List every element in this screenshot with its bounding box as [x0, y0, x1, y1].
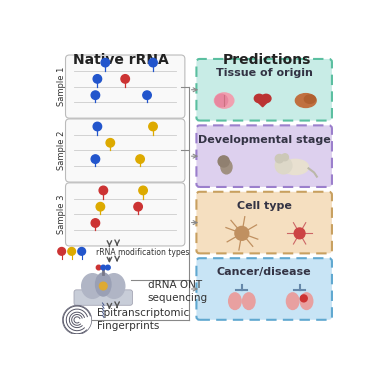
- Circle shape: [101, 58, 109, 67]
- Text: dRNA ONT
sequencing: dRNA ONT sequencing: [148, 280, 208, 303]
- Text: Sample 2: Sample 2: [57, 131, 66, 170]
- Circle shape: [282, 154, 288, 161]
- Circle shape: [300, 295, 307, 302]
- FancyBboxPatch shape: [196, 192, 332, 254]
- Text: Epitranscriptomic
Fingerprints: Epitranscriptomic Fingerprints: [97, 308, 189, 332]
- Circle shape: [294, 228, 305, 239]
- FancyBboxPatch shape: [196, 59, 332, 120]
- Ellipse shape: [282, 159, 309, 175]
- Circle shape: [106, 138, 114, 147]
- Ellipse shape: [261, 94, 271, 103]
- Text: Sample 3: Sample 3: [57, 195, 66, 234]
- Circle shape: [149, 122, 157, 131]
- FancyBboxPatch shape: [66, 183, 185, 246]
- Circle shape: [275, 157, 292, 174]
- Ellipse shape: [243, 293, 255, 309]
- Ellipse shape: [96, 273, 111, 296]
- Circle shape: [58, 248, 66, 255]
- Ellipse shape: [82, 274, 103, 298]
- Circle shape: [96, 202, 105, 211]
- Ellipse shape: [300, 293, 313, 309]
- Ellipse shape: [229, 293, 241, 309]
- Ellipse shape: [304, 95, 315, 103]
- FancyBboxPatch shape: [74, 290, 132, 305]
- Circle shape: [139, 186, 147, 195]
- Circle shape: [121, 75, 129, 83]
- Circle shape: [68, 248, 75, 255]
- Circle shape: [143, 91, 151, 99]
- FancyBboxPatch shape: [66, 119, 185, 182]
- Text: Predictions: Predictions: [223, 53, 312, 67]
- Circle shape: [106, 265, 110, 270]
- Circle shape: [101, 265, 106, 270]
- Circle shape: [218, 156, 229, 167]
- Circle shape: [136, 155, 144, 164]
- Ellipse shape: [296, 94, 316, 108]
- Ellipse shape: [254, 94, 264, 103]
- Text: Cancer/disease: Cancer/disease: [217, 267, 312, 278]
- Circle shape: [93, 122, 102, 131]
- Text: Cell type: Cell type: [237, 201, 292, 211]
- Circle shape: [91, 91, 100, 99]
- Circle shape: [91, 155, 100, 164]
- Circle shape: [78, 248, 86, 255]
- FancyBboxPatch shape: [66, 55, 185, 118]
- Ellipse shape: [221, 160, 232, 174]
- Ellipse shape: [214, 93, 234, 108]
- Text: Sample 1: Sample 1: [57, 67, 66, 106]
- FancyBboxPatch shape: [196, 125, 332, 187]
- Circle shape: [235, 226, 249, 240]
- Circle shape: [99, 282, 107, 290]
- Circle shape: [93, 75, 102, 83]
- FancyBboxPatch shape: [196, 258, 332, 320]
- Circle shape: [96, 265, 101, 270]
- Text: Native rRNA: Native rRNA: [73, 53, 169, 67]
- Circle shape: [275, 154, 284, 163]
- Text: rRNA modification types: rRNA modification types: [96, 248, 189, 256]
- Circle shape: [134, 202, 142, 211]
- Polygon shape: [256, 100, 270, 107]
- Circle shape: [149, 58, 157, 67]
- Ellipse shape: [103, 274, 125, 298]
- Ellipse shape: [286, 293, 299, 309]
- Circle shape: [91, 219, 100, 227]
- Ellipse shape: [215, 94, 228, 107]
- Text: Tissue of origin: Tissue of origin: [216, 68, 313, 78]
- Text: Developmental stage: Developmental stage: [198, 135, 330, 145]
- Circle shape: [99, 186, 108, 195]
